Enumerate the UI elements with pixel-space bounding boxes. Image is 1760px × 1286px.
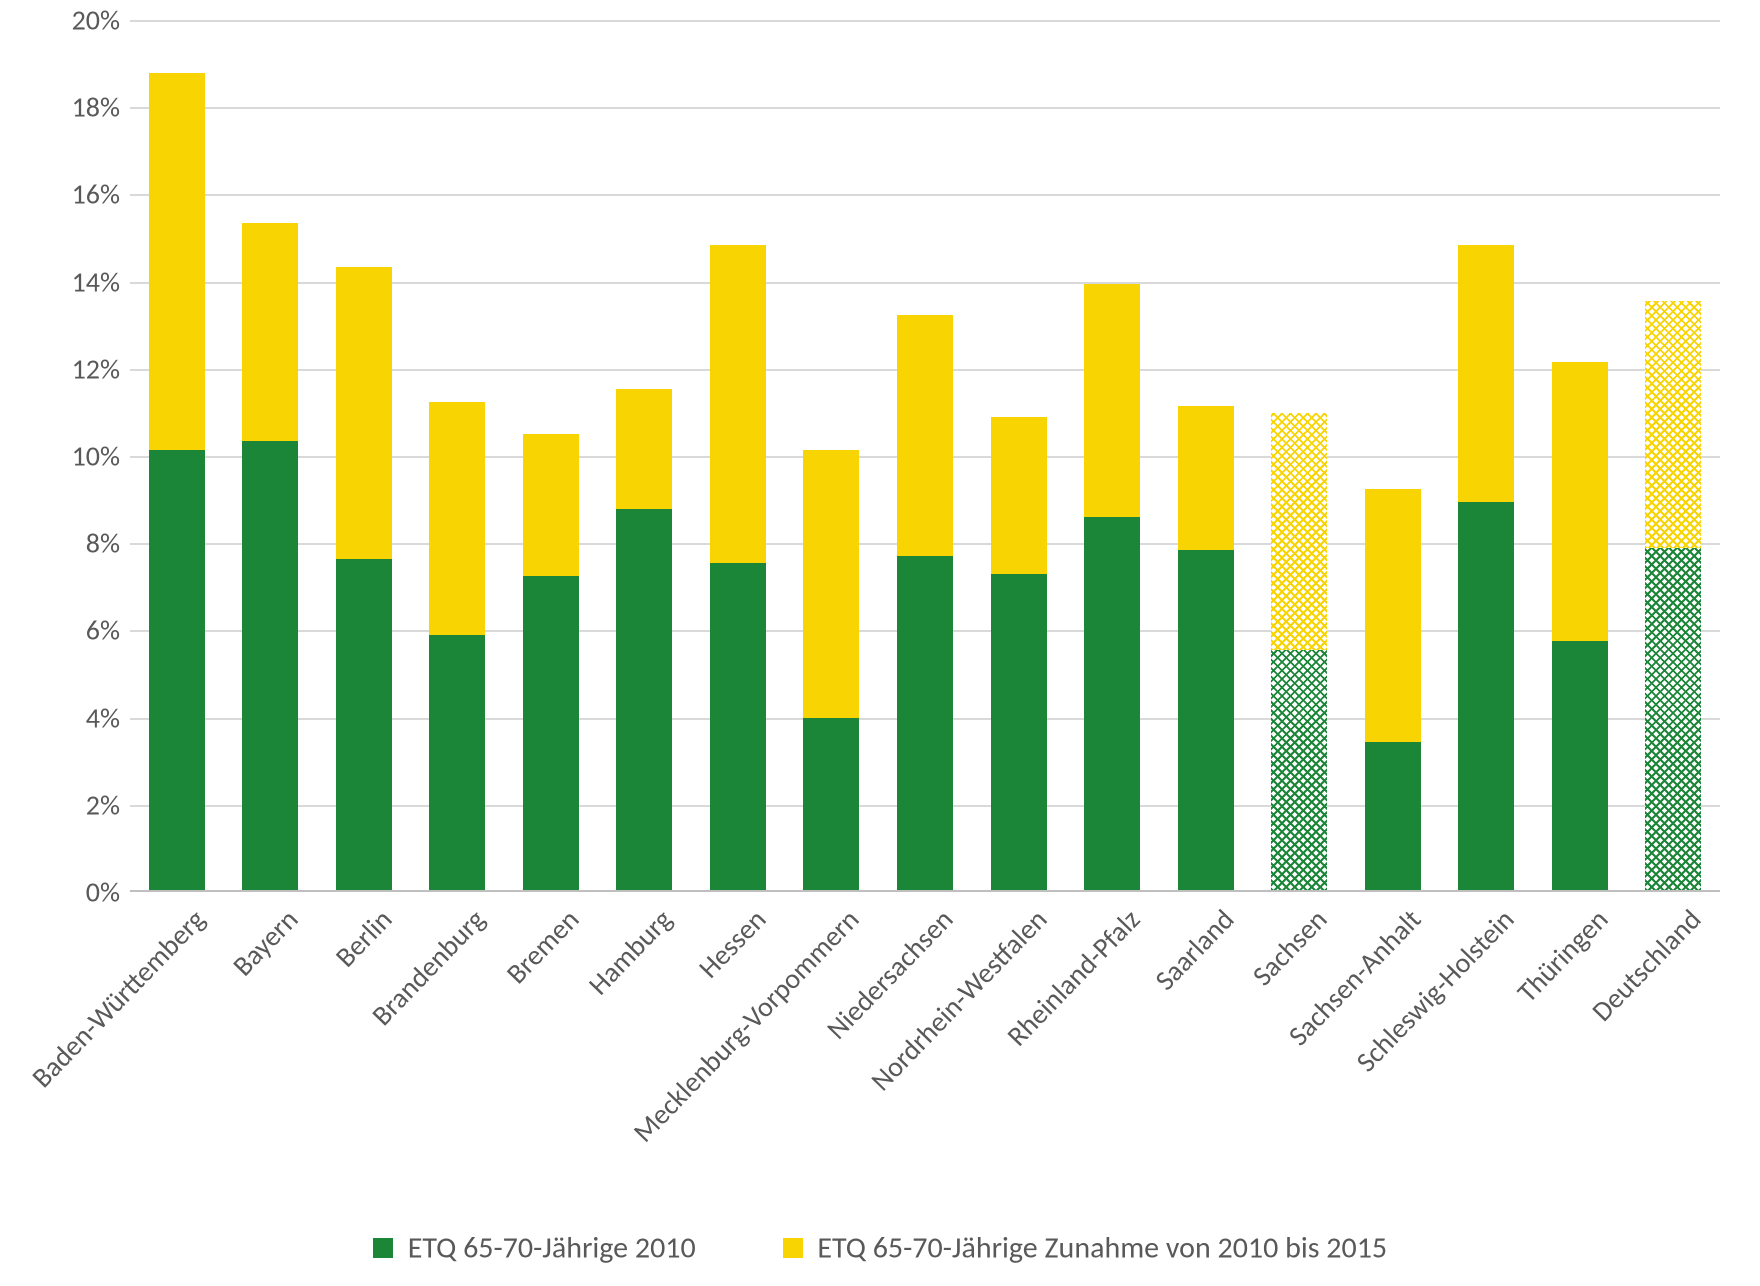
bar-segment-zunahme <box>710 245 766 563</box>
bar-segment-2010 <box>1458 502 1514 890</box>
y-tick-label: 12% <box>0 351 120 386</box>
bar-sachsen <box>1271 413 1327 890</box>
bar-segment-2010 <box>1178 550 1234 890</box>
bar-sachsen-anhalt <box>1365 489 1421 890</box>
bar-segment-2010 <box>149 450 205 890</box>
y-tick-label: 14% <box>0 264 120 299</box>
bar-segment-zunahme <box>1084 284 1140 517</box>
bar-segment-zunahme <box>991 417 1047 574</box>
bar-segment-2010 <box>429 635 485 890</box>
y-tick-label: 20% <box>0 3 120 38</box>
stacked-bar-chart: 0%2%4%6%8%10%12%14%16%18%20% Baden-Württ… <box>0 0 1760 1286</box>
bar-segment-2010 <box>710 563 766 890</box>
y-tick-label: 4% <box>0 700 120 735</box>
bar-segment-zunahme <box>897 315 953 557</box>
bars-container <box>130 20 1720 890</box>
bar-baden-w-rttemberg <box>149 73 205 891</box>
y-tick-label: 8% <box>0 526 120 561</box>
bar-segment-zunahme <box>1365 489 1421 742</box>
bar-th-ringen <box>1552 362 1608 890</box>
bar-segment-2010 <box>242 441 298 890</box>
bar-bayern <box>242 223 298 890</box>
bar-segment-2010 <box>616 509 672 891</box>
bar-nordrhein-westfalen <box>991 417 1047 890</box>
y-tick-label: 2% <box>0 787 120 822</box>
legend: ETQ 65-70-Jährige 2010 ETQ 65-70-Jährige… <box>0 1227 1760 1266</box>
bar-segment-2010 <box>991 574 1047 890</box>
y-tick-label: 0% <box>0 875 120 910</box>
bar-segment-2010 <box>523 576 579 890</box>
legend-swatch-green <box>373 1238 393 1258</box>
bar-segment-zunahme <box>149 73 205 450</box>
bar-hessen <box>710 245 766 890</box>
bar-segment-zunahme <box>1645 301 1701 547</box>
legend-swatch-yellow <box>783 1238 803 1258</box>
bar-mecklenburg-vorpommern <box>803 450 859 890</box>
bar-segment-2010 <box>1552 641 1608 890</box>
bar-saarland <box>1178 406 1234 890</box>
bar-segment-zunahme <box>803 450 859 718</box>
bar-segment-zunahme <box>1178 406 1234 550</box>
y-tick-label: 16% <box>0 177 120 212</box>
bar-segment-zunahme <box>242 223 298 441</box>
legend-label-series1: ETQ 65-70-Jährige 2010 <box>408 1229 696 1266</box>
bar-segment-2010 <box>1645 548 1701 890</box>
plot-area <box>130 20 1720 892</box>
bar-deutschland <box>1645 301 1701 890</box>
bar-segment-zunahme <box>336 267 392 559</box>
bar-hamburg <box>616 389 672 890</box>
bar-segment-zunahme <box>1552 362 1608 641</box>
bar-berlin <box>336 267 392 890</box>
bar-niedersachsen <box>897 314 953 890</box>
y-tick-label: 6% <box>0 613 120 648</box>
bar-segment-2010 <box>1084 517 1140 890</box>
bar-segment-2010 <box>897 556 953 890</box>
bar-segment-zunahme <box>523 434 579 576</box>
y-tick-label: 18% <box>0 90 120 125</box>
bar-schleswig-holstein <box>1458 245 1514 890</box>
bar-segment-zunahme <box>1271 413 1327 651</box>
bar-segment-2010 <box>1271 650 1327 890</box>
bar-segment-zunahme <box>616 389 672 509</box>
legend-label-series2: ETQ 65-70-Jährige Zunahme von 2010 bis 2… <box>817 1229 1387 1266</box>
bar-rheinland-pfalz <box>1084 284 1140 890</box>
bar-segment-2010 <box>1365 742 1421 890</box>
bar-segment-2010 <box>803 718 859 890</box>
legend-item-series2: ETQ 65-70-Jährige Zunahme von 2010 bis 2… <box>783 1227 1388 1266</box>
bar-segment-2010 <box>336 559 392 890</box>
y-tick-label: 10% <box>0 439 120 474</box>
bar-brandenburg <box>429 402 485 890</box>
legend-item-series1: ETQ 65-70-Jährige 2010 <box>373 1227 696 1266</box>
bar-segment-zunahme <box>1458 245 1514 502</box>
bar-bremen <box>523 434 579 890</box>
bar-segment-zunahme <box>429 402 485 635</box>
